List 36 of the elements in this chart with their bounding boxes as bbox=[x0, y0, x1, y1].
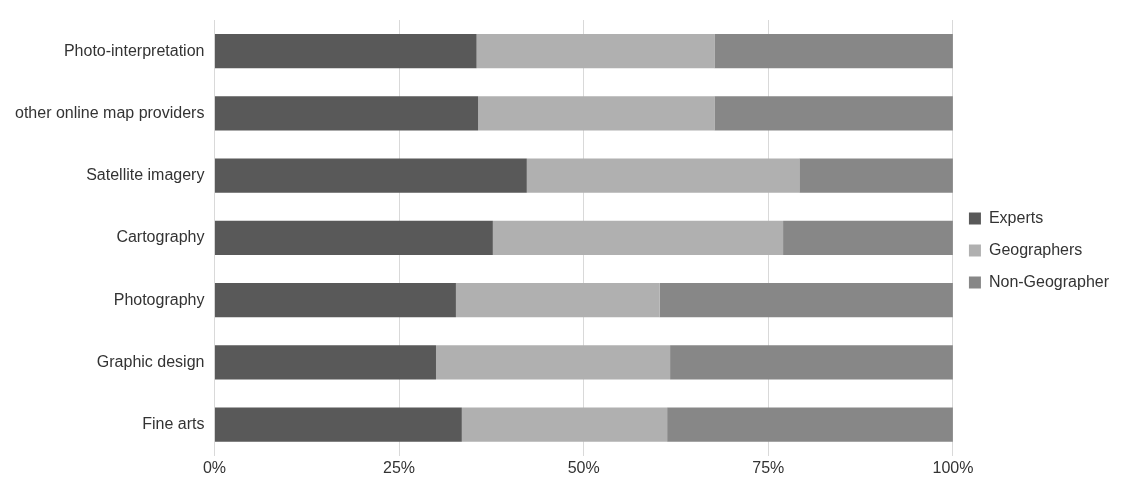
bar bbox=[799, 158, 953, 193]
bar bbox=[476, 34, 715, 69]
bar bbox=[667, 407, 953, 442]
y-tick-label: Satellite imagery bbox=[86, 166, 205, 184]
x-tick-label: 50% bbox=[567, 458, 600, 476]
bar bbox=[214, 407, 462, 442]
x-tick-label: 25% bbox=[383, 458, 416, 476]
bar bbox=[214, 158, 527, 193]
bar bbox=[714, 96, 953, 131]
y-tick-label: Fine arts bbox=[142, 415, 205, 433]
bar bbox=[214, 345, 436, 380]
bar bbox=[435, 345, 671, 380]
legend-label: Experts bbox=[988, 208, 1044, 226]
y-tick-label: Graphic design bbox=[96, 352, 205, 370]
bar bbox=[526, 158, 800, 193]
x-tick-label: 75% bbox=[752, 458, 785, 476]
bar bbox=[461, 407, 668, 442]
bar bbox=[659, 283, 953, 318]
legend-label: Geographers bbox=[988, 240, 1083, 258]
bar bbox=[783, 220, 953, 256]
bar bbox=[214, 34, 477, 69]
bar bbox=[455, 283, 660, 318]
legend-label: Non-Geographer bbox=[988, 272, 1110, 290]
y-tick-label: Cartography bbox=[116, 228, 205, 246]
bar bbox=[670, 345, 953, 380]
bar bbox=[214, 96, 479, 131]
y-tick-label: Photography bbox=[113, 290, 205, 308]
bar bbox=[714, 34, 953, 69]
y-tick-label: other online map providers bbox=[15, 103, 205, 121]
bar bbox=[478, 96, 715, 131]
bar bbox=[214, 283, 456, 318]
x-tick-label: 100% bbox=[932, 458, 974, 476]
x-tick-label: 0% bbox=[202, 458, 226, 476]
bar bbox=[492, 220, 784, 256]
bar bbox=[214, 220, 493, 256]
y-tick-label: Photo-interpretation bbox=[63, 41, 205, 59]
